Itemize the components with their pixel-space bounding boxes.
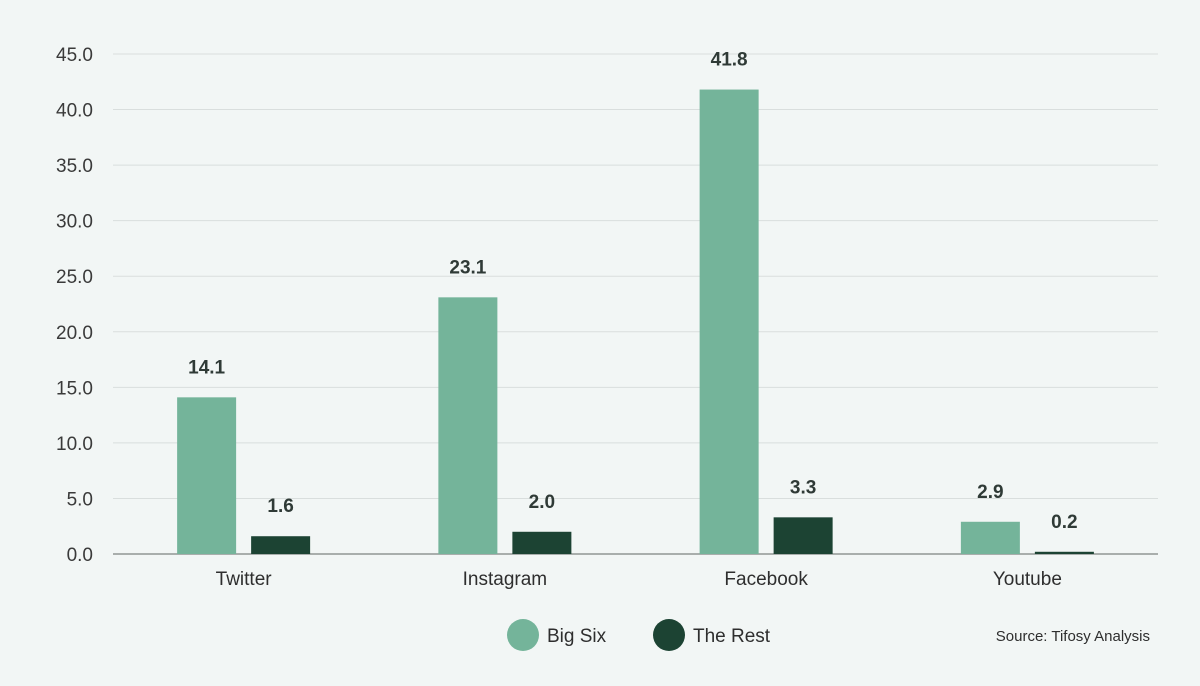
data-label: 41.8	[711, 50, 748, 71]
y-tick-label: 0.0	[67, 545, 93, 566]
bar-instagram-the-rest	[512, 531, 572, 554]
gridlines	[113, 53, 1158, 499]
legend: Big Six The Rest	[507, 619, 771, 651]
legend-swatch-big-six	[507, 619, 539, 651]
data-label: 3.3	[790, 477, 816, 498]
data-label: 2.0	[529, 492, 555, 513]
legend-label: Big Six	[547, 626, 607, 647]
data-label: 14.1	[188, 357, 225, 378]
y-tick-label: 45.0	[56, 45, 93, 66]
bars	[177, 89, 1094, 555]
bar-twitter-the-rest	[251, 536, 311, 554]
y-tick-label: 30.0	[56, 212, 93, 233]
bar-facebook-the-rest	[773, 517, 833, 554]
bar-youtube-big-six	[960, 521, 1020, 554]
legend-swatch-the-rest	[653, 619, 685, 651]
legend-label: The Rest	[693, 626, 771, 647]
y-tick-label: 5.0	[67, 489, 93, 510]
x-category-label: Youtube	[993, 569, 1062, 590]
source-note: Source: Tifosy Analysis	[996, 628, 1150, 645]
data-label: 23.1	[449, 257, 486, 278]
x-category-label: Instagram	[463, 569, 547, 590]
y-tick-label: 10.0	[56, 434, 93, 455]
data-label: 2.9	[977, 482, 1003, 503]
bar-facebook-big-six	[699, 89, 759, 555]
x-axis: Twitter Instagram Facebook Youtube	[216, 569, 1062, 590]
bar-youtube-the-rest	[1034, 551, 1094, 554]
bar-instagram-big-six	[438, 297, 498, 554]
y-tick-label: 15.0	[56, 378, 93, 399]
bar-twitter-big-six	[177, 397, 237, 554]
x-category-label: Facebook	[724, 569, 808, 590]
y-tick-label: 40.0	[56, 101, 93, 122]
data-labels: 14.1 1.6 23.1 2.0 41.8 3.3 2.9 0.2	[188, 50, 1077, 533]
y-tick-label: 35.0	[56, 156, 93, 177]
x-category-label: Twitter	[216, 569, 273, 590]
data-label: 0.2	[1051, 512, 1077, 533]
y-tick-label: 20.0	[56, 323, 93, 344]
data-label: 1.6	[267, 496, 293, 517]
y-tick-label: 25.0	[56, 267, 93, 288]
